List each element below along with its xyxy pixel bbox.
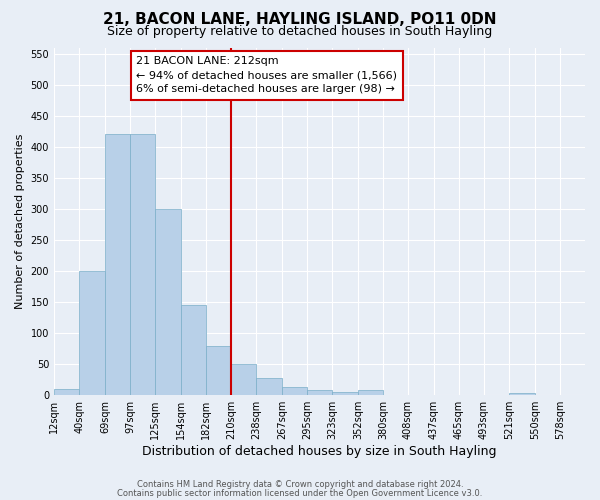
Bar bbox=[307, 390, 332, 394]
X-axis label: Distribution of detached houses by size in South Hayling: Distribution of detached houses by size … bbox=[142, 444, 497, 458]
Bar bbox=[509, 393, 535, 394]
Text: 21 BACON LANE: 212sqm
← 94% of detached houses are smaller (1,566)
6% of semi-de: 21 BACON LANE: 212sqm ← 94% of detached … bbox=[136, 56, 397, 94]
Bar bbox=[256, 378, 282, 394]
Bar bbox=[332, 392, 358, 394]
Text: Contains public sector information licensed under the Open Government Licence v3: Contains public sector information licen… bbox=[118, 488, 482, 498]
Bar bbox=[282, 386, 307, 394]
Bar bbox=[181, 305, 206, 394]
Text: Size of property relative to detached houses in South Hayling: Size of property relative to detached ho… bbox=[107, 25, 493, 38]
Bar bbox=[54, 388, 79, 394]
Text: Contains HM Land Registry data © Crown copyright and database right 2024.: Contains HM Land Registry data © Crown c… bbox=[137, 480, 463, 489]
Bar bbox=[358, 390, 383, 394]
Bar bbox=[231, 364, 256, 394]
Bar bbox=[155, 208, 181, 394]
Text: 21, BACON LANE, HAYLING ISLAND, PO11 0DN: 21, BACON LANE, HAYLING ISLAND, PO11 0DN bbox=[103, 12, 497, 28]
Bar bbox=[206, 346, 231, 395]
Bar bbox=[130, 134, 155, 394]
Bar bbox=[79, 270, 105, 394]
Y-axis label: Number of detached properties: Number of detached properties bbox=[15, 134, 25, 309]
Bar bbox=[105, 134, 130, 394]
